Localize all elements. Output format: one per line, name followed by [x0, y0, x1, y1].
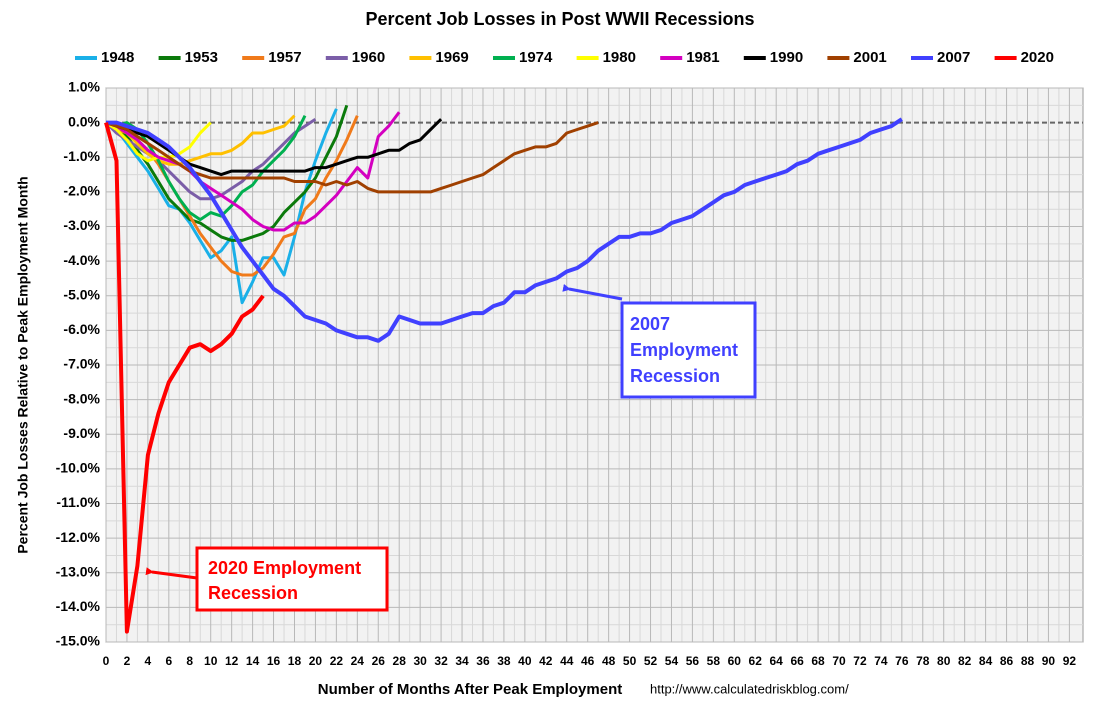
- x-tick-label: 60: [728, 654, 742, 668]
- legend-label: 1974: [519, 49, 553, 66]
- y-tick-label: 0.0%: [68, 113, 100, 129]
- x-tick-label: 54: [665, 654, 679, 668]
- legend-label: 1969: [435, 49, 468, 66]
- annotation-box: [195, 546, 389, 612]
- annotation-text: Employment: [630, 340, 738, 360]
- y-tick-label: -15.0%: [56, 633, 101, 649]
- y-tick-label: -1.0%: [63, 148, 100, 164]
- source: http://www.calculatedriskblog.com/: [650, 681, 849, 696]
- y-tick-label: -5.0%: [63, 286, 100, 302]
- x-tick-label: 42: [539, 654, 553, 668]
- chart-title: Percent Job Losses in Post WWII Recessio…: [365, 9, 754, 29]
- annotation-text: Recession: [208, 583, 298, 603]
- y-tick-label: 1.0%: [68, 79, 100, 95]
- x-tick-label: 0: [103, 654, 110, 668]
- x-tick-label: 70: [832, 654, 846, 668]
- x-tick-label: 50: [623, 654, 637, 668]
- x-tick-label: 40: [518, 654, 532, 668]
- legend-label: 1980: [603, 49, 636, 66]
- x-tick-label: 2: [124, 654, 131, 668]
- x-tick-label: 22: [330, 654, 344, 668]
- x-tick-label: 48: [602, 654, 616, 668]
- y-tick-label: -12.0%: [56, 529, 101, 545]
- x-tick-label: 38: [497, 654, 511, 668]
- y-tick-label: -2.0%: [63, 183, 100, 199]
- x-tick-label: 46: [581, 654, 595, 668]
- x-tick-label: 16: [267, 654, 281, 668]
- x-tick-label: 4: [145, 654, 152, 668]
- x-tick-label: 30: [413, 654, 427, 668]
- y-tick-label: -4.0%: [63, 252, 100, 268]
- x-tick-label: 62: [749, 654, 763, 668]
- legend-label: 1953: [185, 49, 218, 66]
- x-tick-label: 66: [790, 654, 804, 668]
- legend-label: 2007: [937, 49, 970, 66]
- x-tick-label: 24: [351, 654, 365, 668]
- x-axis-label: Number of Months After Peak Employment: [318, 681, 622, 698]
- legend-label: 2001: [853, 49, 886, 66]
- series-line: [105, 104, 349, 242]
- legend-label: 1960: [352, 49, 385, 66]
- x-tick-label: 58: [707, 654, 721, 668]
- x-tick-label: 8: [186, 654, 193, 668]
- annotation-text: Recession: [630, 366, 720, 386]
- x-tick-label: 18: [288, 654, 302, 668]
- annotation-box: [620, 301, 757, 399]
- x-tick-label: 88: [1021, 654, 1035, 668]
- y-axis-label: Percent Job Losses Relative to Peak Empl…: [15, 176, 31, 553]
- x-tick-label: 44: [560, 654, 574, 668]
- x-tick-label: 36: [476, 654, 490, 668]
- annotation-text: 2007: [630, 314, 670, 334]
- x-tick-label: 14: [246, 654, 260, 668]
- series-line: [105, 114, 296, 166]
- x-tick-label: 20: [309, 654, 323, 668]
- legend-label: 1981: [686, 49, 719, 66]
- legend-label: 1957: [268, 49, 301, 66]
- x-tick-label: 84: [979, 654, 993, 668]
- x-tick-label: 52: [644, 654, 658, 668]
- x-tick-label: 72: [853, 654, 867, 668]
- series-line: [105, 121, 599, 194]
- y-tick-label: -7.0%: [63, 356, 100, 372]
- y-tick-label: -6.0%: [63, 321, 100, 337]
- y-tick-label: -13.0%: [56, 563, 101, 579]
- series-line: [105, 118, 443, 177]
- y-tick-label: -9.0%: [63, 425, 100, 441]
- legend-label: 1990: [770, 49, 803, 66]
- x-tick-label: 90: [1042, 654, 1056, 668]
- x-tick-label: 86: [1000, 654, 1014, 668]
- x-tick-label: 92: [1063, 654, 1077, 668]
- x-tick-label: 76: [895, 654, 909, 668]
- y-tick-label: -11.0%: [56, 494, 100, 510]
- annotation-arrow: [145, 567, 198, 580]
- legend-label: 1948: [101, 49, 134, 66]
- y-tick-label: -14.0%: [56, 598, 101, 614]
- x-tick-label: 26: [372, 654, 386, 668]
- series-line: [105, 111, 401, 232]
- series-line: [106, 117, 903, 343]
- x-tick-label: 10: [204, 654, 218, 668]
- annotation-text: 2020 Employment: [208, 558, 361, 578]
- y-tick-label: -8.0%: [63, 390, 100, 406]
- x-tick-label: 82: [958, 654, 972, 668]
- series-line: [104, 122, 265, 634]
- x-tick-label: 34: [455, 654, 469, 668]
- x-tick-label: 74: [874, 654, 888, 668]
- x-tick-label: 78: [916, 654, 930, 668]
- x-tick-label: 64: [770, 654, 784, 668]
- x-tick-label: 12: [225, 654, 239, 668]
- x-tick-label: 32: [434, 654, 448, 668]
- x-tick-label: 68: [811, 654, 825, 668]
- x-tick-label: 28: [393, 654, 407, 668]
- annotation-arrow: [562, 283, 623, 301]
- x-tick-label: 56: [686, 654, 700, 668]
- y-tick-label: -10.0%: [56, 460, 101, 476]
- x-tick-label: 80: [937, 654, 951, 668]
- y-tick-label: -3.0%: [63, 217, 100, 233]
- x-tick-label: 6: [165, 654, 172, 668]
- legend-label: 2020: [1021, 49, 1054, 66]
